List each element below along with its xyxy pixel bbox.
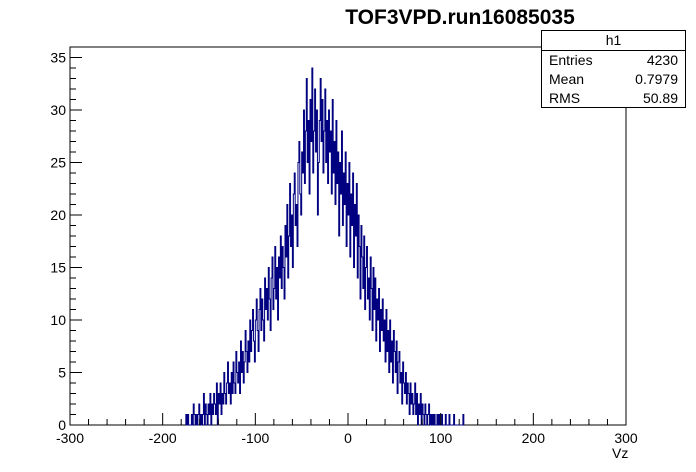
stats-row-mean: Mean 0.7979 xyxy=(542,70,685,89)
y-tick-label: 0 xyxy=(58,417,66,433)
y-tick-label: 5 xyxy=(58,365,66,381)
stats-box: h1 Entries 4230 Mean 0.7979 RMS 50.89 xyxy=(541,30,686,108)
chart-title: TOF3VPD.run16085035 xyxy=(345,6,575,29)
stats-value: 4230 xyxy=(646,52,678,68)
y-tick-label: 20 xyxy=(50,207,66,223)
x-tick-label: 0 xyxy=(344,430,352,446)
stats-label: Mean xyxy=(549,71,585,87)
stats-label: Entries xyxy=(549,52,593,68)
x-tick-label: 100 xyxy=(429,430,453,446)
x-tick-label: -200 xyxy=(149,430,177,446)
x-axis: -300 -200 -100 0 100 200 300 xyxy=(56,413,638,446)
x-axis-label: Vz xyxy=(612,445,629,461)
y-tick-label: 25 xyxy=(50,155,66,171)
x-tick-label: 300 xyxy=(614,430,638,446)
stats-row-rms: RMS 50.89 xyxy=(542,89,685,108)
stats-label: RMS xyxy=(549,90,581,106)
y-tick-label: 10 xyxy=(50,312,66,328)
x-tick-label: -300 xyxy=(56,430,84,446)
y-tick-label: 30 xyxy=(50,102,66,118)
y-tick-label: 35 xyxy=(50,50,66,66)
histogram-series-line xyxy=(185,67,465,426)
stats-row-entries: Entries 4230 xyxy=(542,51,685,70)
x-tick-label: 200 xyxy=(522,430,546,446)
x-tick-label: -100 xyxy=(241,430,269,446)
y-axis: 0 5 10 15 20 25 30 35 xyxy=(50,46,82,433)
stats-value: 0.7979 xyxy=(635,71,678,87)
stats-box-name: h1 xyxy=(542,31,685,51)
stats-value: 50.89 xyxy=(642,90,678,106)
histogram-bars xyxy=(185,67,465,426)
y-tick-label: 15 xyxy=(50,260,66,276)
